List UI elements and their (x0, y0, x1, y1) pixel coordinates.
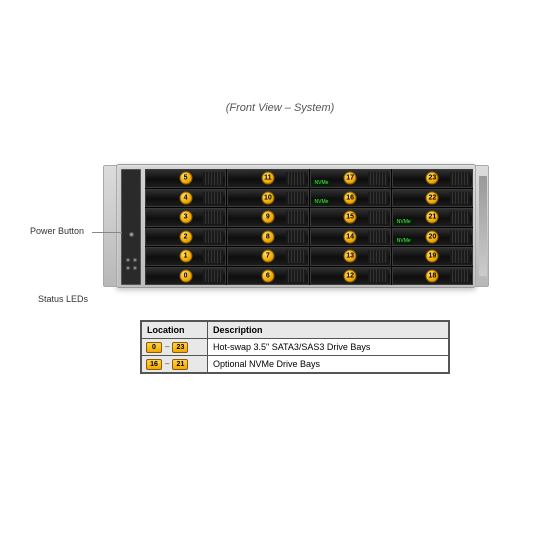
bay-number-badge: 8 (261, 230, 274, 243)
drive-bay: 23 (392, 169, 473, 188)
drive-bay: 19 (392, 247, 473, 266)
bay-number-badge: 9 (261, 211, 274, 224)
drive-bay: 17 (310, 169, 391, 188)
legend-row: 16–21 Optional NVMe Drive Bays (142, 356, 449, 373)
bay-number-badge: 4 (179, 191, 192, 204)
status-led-dot (133, 258, 137, 262)
callout-status-leds: Status LEDs (38, 294, 88, 304)
drive-bay: 7 (227, 247, 308, 266)
legend-location: 0–23 (142, 339, 208, 356)
bay-number-badge: 10 (261, 191, 274, 204)
legend-location: 16–21 (142, 356, 208, 373)
rack-ear-left (103, 165, 117, 287)
power-button-dot (129, 232, 134, 237)
drive-bay: 3 (145, 208, 226, 227)
drive-bay: 15 (310, 208, 391, 227)
bay-number-badge: 23 (426, 172, 439, 185)
rack-ear-right (475, 165, 489, 287)
callout-power-button: Power Button (30, 226, 84, 236)
drive-bays-grid: 54321011109876171615141312232221201918 (145, 169, 473, 285)
bay-number-badge: 17 (344, 172, 357, 185)
server-chassis: 54321011109876171615141312232221201918 (116, 164, 476, 288)
legend-row: 0–23 Hot-swap 3.5" SATA3/SAS3 Drive Bays (142, 339, 449, 356)
bay-number-badge: 12 (344, 269, 357, 282)
legend-col-location: Location (142, 322, 208, 339)
drive-bay: 13 (310, 247, 391, 266)
drive-bay: 16 (310, 189, 391, 208)
bay-number-badge: 18 (426, 269, 439, 282)
figure-title: (Front View – System) (0, 102, 560, 114)
drive-bay: 14 (310, 228, 391, 247)
drive-bay: 8 (227, 228, 308, 247)
bay-number-badge: 16 (344, 191, 357, 204)
status-led-dot (126, 258, 130, 262)
bay-number-badge: 11 (261, 172, 274, 185)
legend-col-description: Description (208, 322, 449, 339)
drive-bay: 18 (392, 267, 473, 286)
bay-number-badge: 0 (179, 269, 192, 282)
drive-bay: 5 (145, 169, 226, 188)
drive-bay: 10 (227, 189, 308, 208)
callout-label: Power Button (30, 226, 84, 236)
bay-number-badge: 7 (261, 250, 274, 263)
bay-number-badge: 19 (426, 250, 439, 263)
bay-number-badge: 5 (179, 172, 192, 185)
legend-table: Location Description 0–23 Hot-swap 3.5" … (140, 320, 450, 374)
bay-number-badge: 13 (344, 250, 357, 263)
drive-bay: 9 (227, 208, 308, 227)
bay-badge: 16 (146, 359, 162, 370)
drive-bay: 22 (392, 189, 473, 208)
legend-description: Optional NVMe Drive Bays (208, 356, 449, 373)
status-led-dot (126, 266, 130, 270)
bay-badge: 23 (172, 342, 188, 353)
control-panel (121, 169, 141, 285)
bay-badge: 0 (146, 342, 162, 353)
bay-number-badge: 6 (261, 269, 274, 282)
bay-number-badge: 3 (179, 211, 192, 224)
bay-number-badge: 1 (179, 250, 192, 263)
drive-bay: 20 (392, 228, 473, 247)
bay-number-badge: 21 (426, 211, 439, 224)
bay-number-badge: 22 (426, 191, 439, 204)
bay-number-badge: 2 (179, 230, 192, 243)
bay-number-badge: 15 (344, 211, 357, 224)
bay-badge: 21 (172, 359, 188, 370)
drive-bay: 21 (392, 208, 473, 227)
bay-number-badge: 20 (426, 230, 439, 243)
drive-bay: 2 (145, 228, 226, 247)
bay-number-badge: 14 (344, 230, 357, 243)
drive-bay: 12 (310, 267, 391, 286)
drive-bay: 11 (227, 169, 308, 188)
drive-bay: 6 (227, 267, 308, 286)
status-led-dot (133, 266, 137, 270)
callout-label: Status LEDs (38, 294, 88, 304)
drive-bay: 1 (145, 247, 226, 266)
drive-bay: 0 (145, 267, 226, 286)
legend-description: Hot-swap 3.5" SATA3/SAS3 Drive Bays (208, 339, 449, 356)
drive-bay: 4 (145, 189, 226, 208)
